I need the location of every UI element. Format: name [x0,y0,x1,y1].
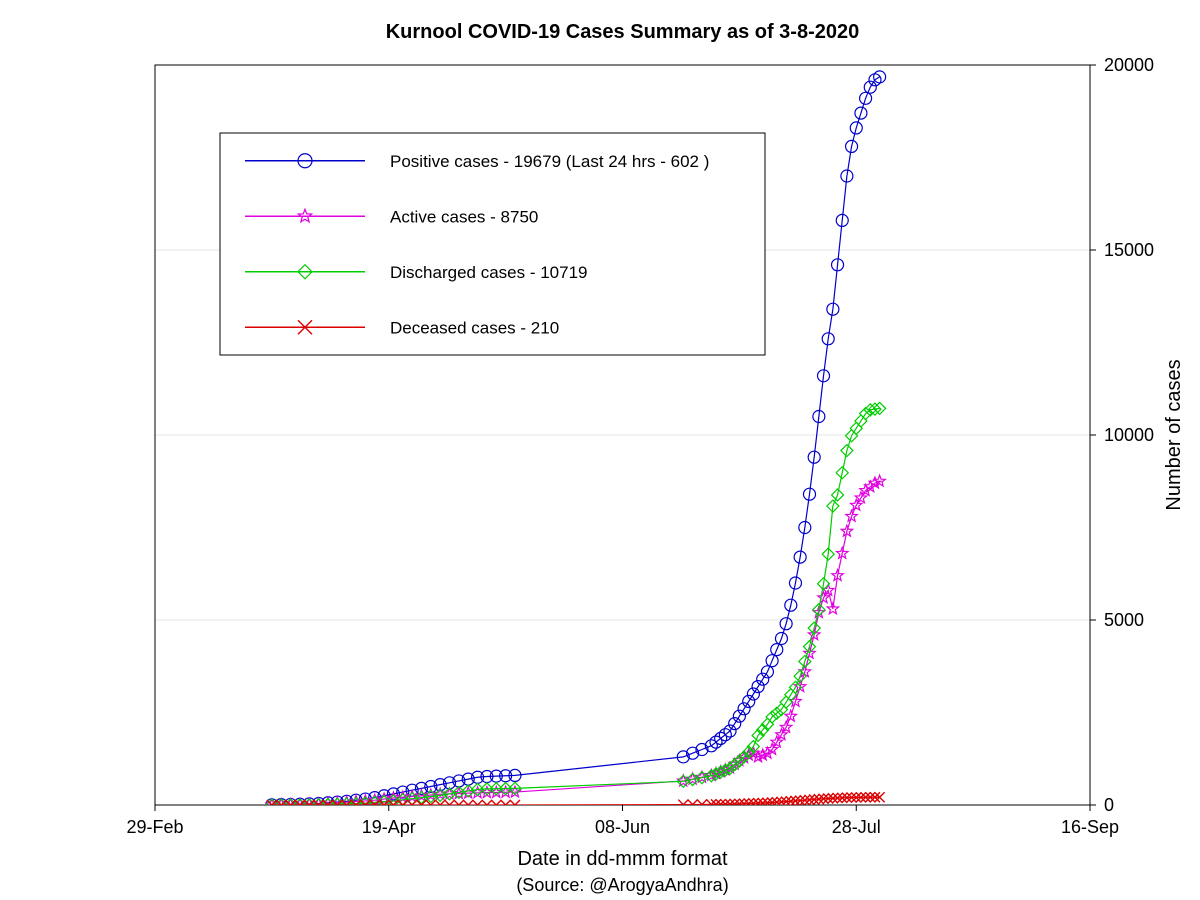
legend-label: Discharged cases - 10719 [390,263,588,282]
y-tick-label: 20000 [1104,55,1154,75]
chart-container: 29-Feb 19-Apr 08-Jun 28-Jul 16-Sep0 5000 10000… [0,0,1200,900]
legend-label: Deceased cases - 210 [390,318,559,337]
x-tick-label: 29-Feb [126,817,183,837]
covid-chart: 29-Feb 19-Apr 08-Jun 28-Jul 16-Sep0 5000 10000… [0,0,1200,900]
chart-title: Kurnool COVID-19 Cases Summary as of 3-8… [386,21,860,43]
series-active [266,475,885,809]
y-tick-label: 5000 [1104,610,1144,630]
y-tick-label: 15000 [1104,240,1154,260]
x-tick-label: 19-Apr [362,817,416,837]
legend-label: Positive cases - 19679 (Last 24 hrs - 60… [390,152,709,171]
x-tick-label: 28-Jul [832,817,881,837]
x-tick-label: 08-Jun [595,817,650,837]
x-tick-label: 16-Sep [1061,817,1119,837]
y-tick-label: 10000 [1104,425,1154,445]
legend-label: Active cases - 8750 [390,207,538,226]
source-label: (Source: @ArogyaAndhra) [516,875,728,895]
y-axis-label: Number of cases [1163,359,1185,510]
series-discharged [266,402,886,811]
x-axis-label: Date in dd-mmm format [517,848,727,870]
y-tick-label: 0 [1104,795,1114,815]
